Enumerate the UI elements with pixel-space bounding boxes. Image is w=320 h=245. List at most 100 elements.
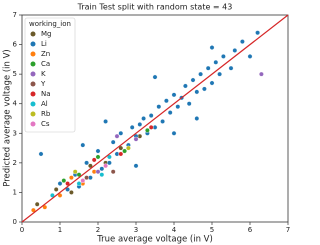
scatter-point xyxy=(69,175,74,181)
legend-label: Li xyxy=(41,40,47,48)
scatter-point xyxy=(69,190,74,195)
scatter-point xyxy=(160,119,166,124)
scatter-point xyxy=(103,119,109,124)
legend-label: Cs xyxy=(41,120,50,128)
legend-marker xyxy=(30,101,36,107)
legend-title: working_ion xyxy=(29,20,71,28)
scatter-point xyxy=(95,154,101,160)
legend-label: Na xyxy=(41,90,51,98)
scatter-point xyxy=(103,163,109,169)
legend-marker xyxy=(30,111,36,117)
scatter-point xyxy=(171,92,177,98)
scatter-point xyxy=(34,201,40,207)
scatter-point xyxy=(209,80,215,86)
scatter-point xyxy=(125,145,131,151)
scatter-point xyxy=(110,169,116,175)
scatter-point xyxy=(255,30,261,36)
scatter-point xyxy=(129,124,135,130)
scatter-point xyxy=(148,113,154,118)
scatter-point xyxy=(258,71,264,77)
legend-marker xyxy=(30,91,36,97)
y-tick-label: 1 xyxy=(13,188,17,196)
scatter-point xyxy=(144,127,150,133)
scatter-point xyxy=(57,181,63,186)
scatter-point xyxy=(53,187,59,192)
scatter-point xyxy=(141,116,147,121)
scatter-point xyxy=(205,65,211,71)
scatter-point xyxy=(194,116,200,121)
legend-label: Rb xyxy=(41,110,51,118)
legend-marker xyxy=(30,51,36,57)
x-tick-label: 0 xyxy=(20,226,24,234)
scatter-point xyxy=(186,101,192,107)
scatter-point xyxy=(194,89,200,95)
scatter-point xyxy=(137,122,143,127)
scatter-point xyxy=(91,157,97,163)
scatter-point xyxy=(122,148,128,154)
plot-frame xyxy=(21,14,289,223)
legend-label: Al xyxy=(41,100,48,108)
scatter-point xyxy=(220,54,226,59)
x-tick-label: 6 xyxy=(248,226,253,234)
legend-label: Y xyxy=(40,80,46,88)
scatter-point xyxy=(232,48,238,53)
chart: Train Test split with random state = 43 … xyxy=(3,3,291,245)
scatter-point xyxy=(118,151,124,157)
scatter-point xyxy=(217,71,223,77)
scatter-point xyxy=(133,163,139,169)
scatter-point xyxy=(95,148,101,154)
x-tick-label: 2 xyxy=(96,226,100,234)
scatter-point xyxy=(99,172,105,178)
scatter-point xyxy=(171,130,177,136)
scatter-point xyxy=(114,133,120,139)
x-tick-label: 4 xyxy=(172,226,177,234)
x-axis-label: True average voltage (in V) xyxy=(96,235,213,245)
legend-label: Ca xyxy=(41,60,50,68)
scatter-point xyxy=(247,54,253,59)
scatter-point xyxy=(148,124,154,130)
scatter-point xyxy=(156,104,162,110)
scatter-point xyxy=(175,104,181,110)
scatter-point xyxy=(239,39,245,45)
y-tick-label: 6 xyxy=(13,41,18,49)
y-tick-label: 3 xyxy=(13,129,17,137)
legend-label: Mg xyxy=(41,30,51,38)
scatter-point xyxy=(99,166,105,172)
scatter-point xyxy=(38,151,44,157)
scatter-point xyxy=(152,74,158,80)
scatter-point xyxy=(80,178,86,184)
y-tick-label: 7 xyxy=(13,11,17,19)
y-axis-label: Predicted average voltage (in V) xyxy=(3,49,13,186)
scatter-point xyxy=(72,169,78,175)
scatter-point xyxy=(118,130,124,136)
chart-title: Train Test split with random state = 43 xyxy=(77,3,233,12)
x-tick-label: 7 xyxy=(286,226,290,234)
scatter-point xyxy=(84,160,90,166)
scatter-point xyxy=(198,71,204,77)
legend-marker xyxy=(30,41,36,47)
y-tick-label: 0 xyxy=(13,218,17,226)
reference-line xyxy=(21,14,289,223)
y-tick-label: 5 xyxy=(13,70,17,78)
scatter-point xyxy=(107,160,112,166)
scatter-point xyxy=(213,59,219,65)
legend-marker xyxy=(30,31,36,37)
scatter-point xyxy=(61,178,67,184)
scatter-point xyxy=(201,86,207,92)
legend-marker xyxy=(30,81,36,87)
y-tick-label: 2 xyxy=(13,159,17,167)
scatter-point xyxy=(95,169,101,175)
x-tick-label: 1 xyxy=(58,226,62,234)
scatter-point xyxy=(209,45,215,50)
scatter-point xyxy=(110,139,116,145)
scatter-point xyxy=(190,77,196,83)
scatter-point xyxy=(80,142,86,148)
scatter-point xyxy=(167,110,173,115)
legend-label: Zn xyxy=(41,50,50,58)
legend-marker xyxy=(30,71,36,77)
legend-label: K xyxy=(41,70,46,78)
scatter-point xyxy=(133,136,139,142)
y-tick-label: 4 xyxy=(13,100,18,108)
x-tick-label: 5 xyxy=(210,226,214,234)
scatter-point xyxy=(163,98,169,104)
